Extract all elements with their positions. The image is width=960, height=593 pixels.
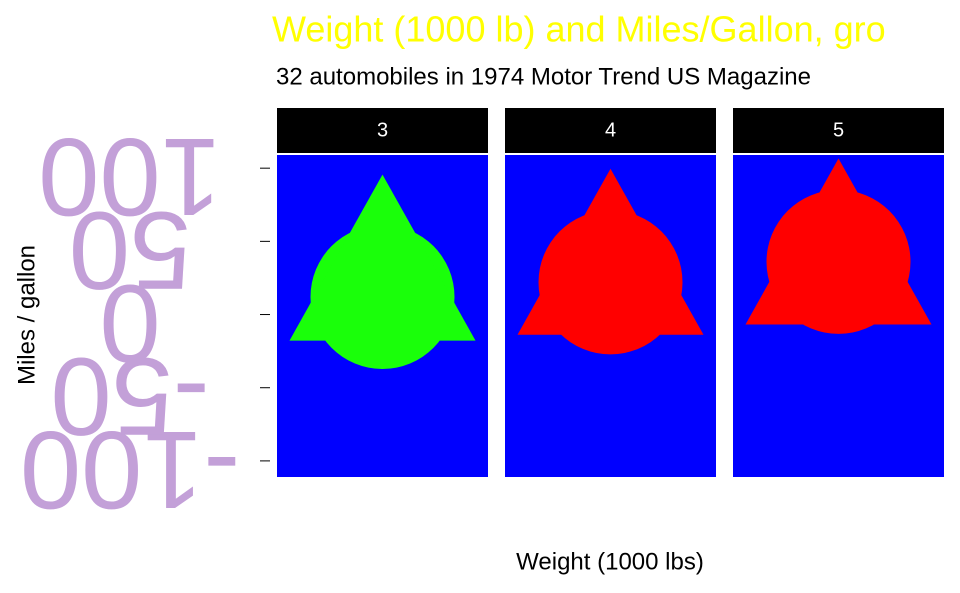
strip-label: 3 bbox=[377, 119, 388, 141]
y-tick-label: 50 bbox=[69, 188, 191, 311]
strip-label: 4 bbox=[605, 119, 616, 141]
strip bbox=[733, 108, 944, 153]
y-tick-label: 0 bbox=[99, 261, 160, 384]
y-tick-label: -100 bbox=[20, 408, 240, 531]
strip bbox=[505, 108, 716, 153]
strip-label: 5 bbox=[833, 119, 844, 141]
chart-subtitle: 32 automobiles in 1974 Motor Trend US Ma… bbox=[276, 63, 811, 90]
y-tick-label: -50 bbox=[51, 335, 210, 458]
y-tick-label: 100 bbox=[38, 115, 222, 238]
triangle-point bbox=[517, 168, 704, 335]
y-axis-label: Miles / gallon bbox=[13, 245, 40, 385]
strip bbox=[277, 108, 488, 153]
triangle-point bbox=[745, 158, 932, 325]
triangle-point bbox=[289, 174, 476, 341]
chart-title: Weight (1000 lb) and Miles/Gallon, gro bbox=[272, 9, 886, 50]
x-axis-label: Weight (1000 lbs) bbox=[516, 548, 704, 575]
